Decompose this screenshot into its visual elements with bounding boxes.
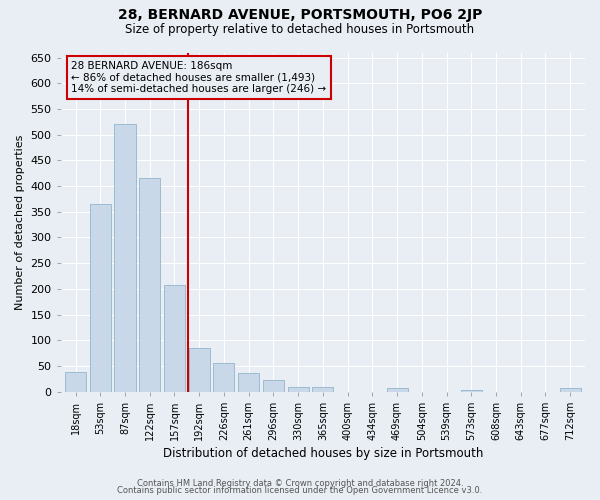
Bar xyxy=(214,364,235,392)
X-axis label: Distribution of detached houses by size in Portsmouth: Distribution of detached houses by size … xyxy=(163,447,483,460)
Bar xyxy=(65,372,86,392)
Bar xyxy=(560,388,581,392)
Bar xyxy=(313,387,334,392)
Bar xyxy=(90,204,111,392)
Bar xyxy=(263,380,284,392)
Text: 28, BERNARD AVENUE, PORTSMOUTH, PO6 2JP: 28, BERNARD AVENUE, PORTSMOUTH, PO6 2JP xyxy=(118,8,482,22)
Text: Size of property relative to detached houses in Portsmouth: Size of property relative to detached ho… xyxy=(125,22,475,36)
Bar xyxy=(115,124,136,392)
Bar xyxy=(164,285,185,392)
Bar xyxy=(386,388,407,392)
Bar xyxy=(287,387,308,392)
Bar xyxy=(139,178,160,392)
Bar xyxy=(238,372,259,392)
Text: 28 BERNARD AVENUE: 186sqm
← 86% of detached houses are smaller (1,493)
14% of se: 28 BERNARD AVENUE: 186sqm ← 86% of detac… xyxy=(71,61,326,94)
Bar xyxy=(188,348,210,392)
Text: Contains HM Land Registry data © Crown copyright and database right 2024.: Contains HM Land Registry data © Crown c… xyxy=(137,478,463,488)
Text: Contains public sector information licensed under the Open Government Licence v3: Contains public sector information licen… xyxy=(118,486,482,495)
Bar xyxy=(461,390,482,392)
Y-axis label: Number of detached properties: Number of detached properties xyxy=(15,134,25,310)
